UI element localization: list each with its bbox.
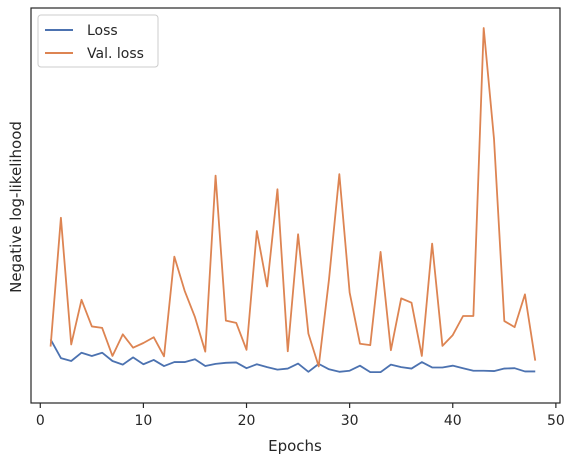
series-line-loss xyxy=(49,338,536,374)
legend-label-val-loss: Val. loss xyxy=(87,46,144,62)
x-tick-label: 40 xyxy=(444,413,462,429)
x-tick-label: 30 xyxy=(341,413,359,429)
x-tick-label: 20 xyxy=(238,413,256,429)
x-tick-label: 10 xyxy=(134,413,152,429)
y-axis-label: Negative log-likelihood xyxy=(7,121,25,293)
plot-area xyxy=(30,7,561,404)
x-axis-label: Epochs xyxy=(268,437,322,455)
series-line-val-loss xyxy=(49,27,537,368)
legend-label-loss: Loss xyxy=(87,23,118,39)
x-tick-label: 50 xyxy=(547,413,565,429)
series-layer xyxy=(49,27,537,374)
x-axis-ticks: 0 10 20 30 40 50 xyxy=(36,403,565,429)
x-tick-label: 0 xyxy=(36,413,45,429)
legend: Loss Val. loss xyxy=(37,14,159,68)
